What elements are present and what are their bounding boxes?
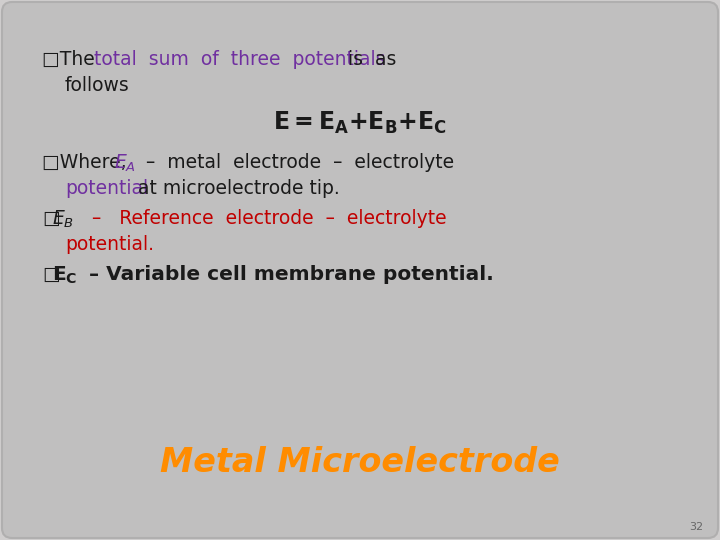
Text: follows: follows [65,76,130,95]
Text: □Where,: □Where, [42,153,139,172]
Text: □: □ [42,265,60,284]
Text: at microelectrode tip.: at microelectrode tip. [132,179,340,198]
Text: $\mathbf{E{=}E_A{+}E_B{+}E_C}$: $\mathbf{E{=}E_A{+}E_B{+}E_C}$ [273,110,447,136]
Text: Metal Microelectrode: Metal Microelectrode [160,446,560,478]
Text: total  sum  of  three  potentials: total sum of three potentials [94,50,385,69]
Text: is  as: is as [342,50,397,69]
Text: –  metal  electrode  –  electrolyte: – metal electrode – electrolyte [140,153,454,172]
Text: $E_B$: $E_B$ [52,209,74,230]
Text: potential: potential [65,179,148,198]
Text: potential.: potential. [65,235,154,254]
Text: □: □ [42,209,60,228]
Text: $\mathbf{E_C}$: $\mathbf{E_C}$ [52,265,78,286]
Text: – Variable cell membrane potential.: – Variable cell membrane potential. [82,265,494,284]
Text: –   Reference  electrode  –  electrolyte: – Reference electrode – electrolyte [80,209,446,228]
Text: 32: 32 [689,522,703,532]
Text: □The: □The [42,50,107,69]
Text: $E_A$: $E_A$ [114,153,136,174]
